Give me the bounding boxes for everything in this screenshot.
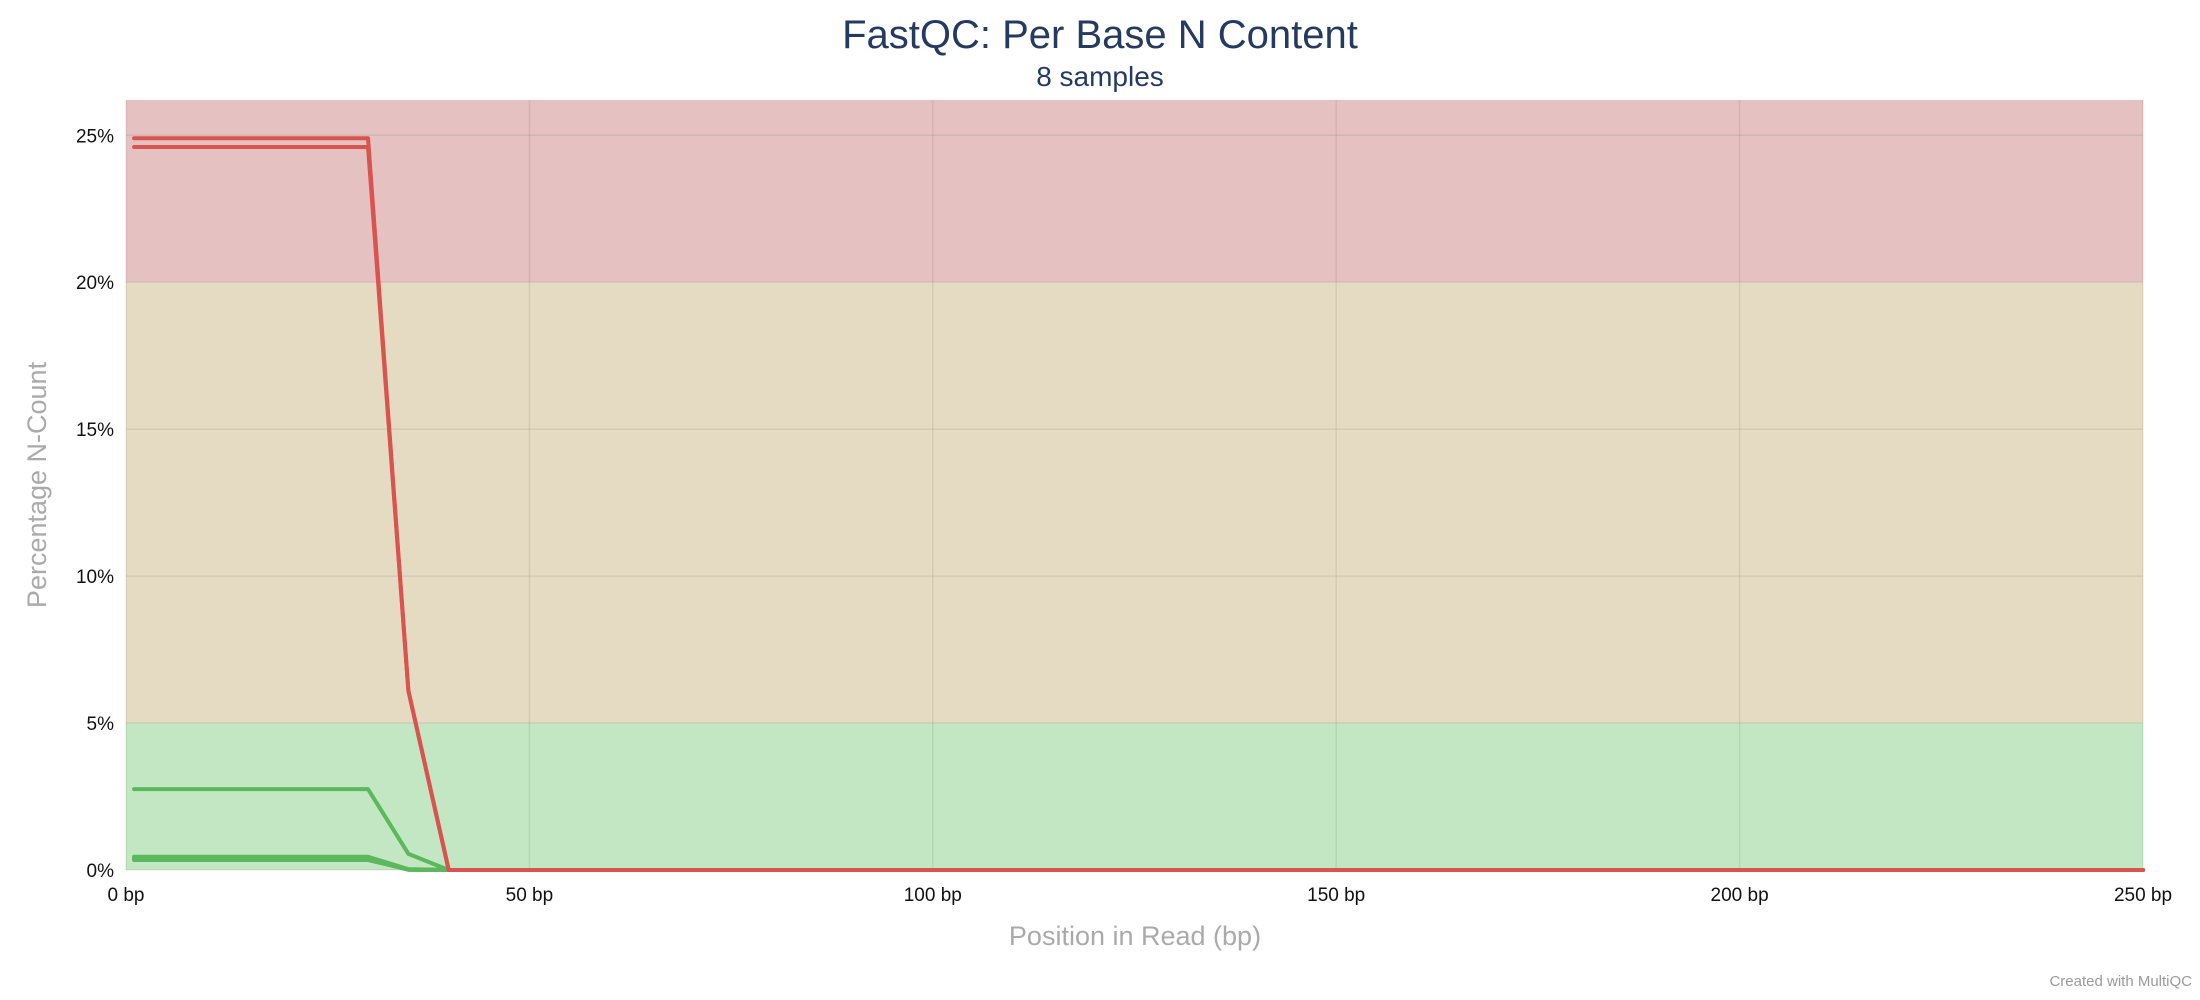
series-layer — [132, 136, 2145, 872]
x-tick-label: 0 bp — [108, 885, 145, 906]
y-tick-label: 10% — [76, 567, 114, 588]
chart-subtitle: 8 samples — [1036, 61, 1164, 92]
threshold-band-0 — [126, 723, 2143, 870]
x-tick-label: 100 bp — [904, 885, 962, 906]
y-tick-label: 25% — [76, 126, 114, 147]
threshold-band-2 — [126, 100, 2143, 283]
y-tick-label: 20% — [76, 273, 114, 294]
tick-labels: 0% 5% 10% 15% 20% 25% 0 bp 50 bp 100 bp 150 bp 200… — [76, 126, 2172, 906]
x-tick-label: 200 bp — [1711, 885, 1769, 906]
y-tick-label: 5% — [87, 714, 115, 735]
x-axis-title: Position in Read (bp) — [1009, 921, 1261, 951]
credit-text: Created with MultiQC — [2049, 973, 2192, 990]
y-tick-label: 0% — [87, 861, 115, 882]
x-tick-label: 50 bp — [506, 885, 554, 906]
y-tick-label: 15% — [76, 420, 114, 441]
threshold-bands — [126, 100, 2143, 870]
threshold-band-1 — [126, 282, 2143, 724]
x-tick-label: 250 bp — [2114, 885, 2172, 906]
chart-title: FastQC: Per Base N Content — [842, 13, 1358, 57]
grid — [125, 100, 2144, 871]
y-axis-title: Percentage N-Count — [22, 361, 52, 608]
x-tick-label: 150 bp — [1307, 885, 1365, 906]
series-line-1[interactable] — [132, 145, 2145, 872]
